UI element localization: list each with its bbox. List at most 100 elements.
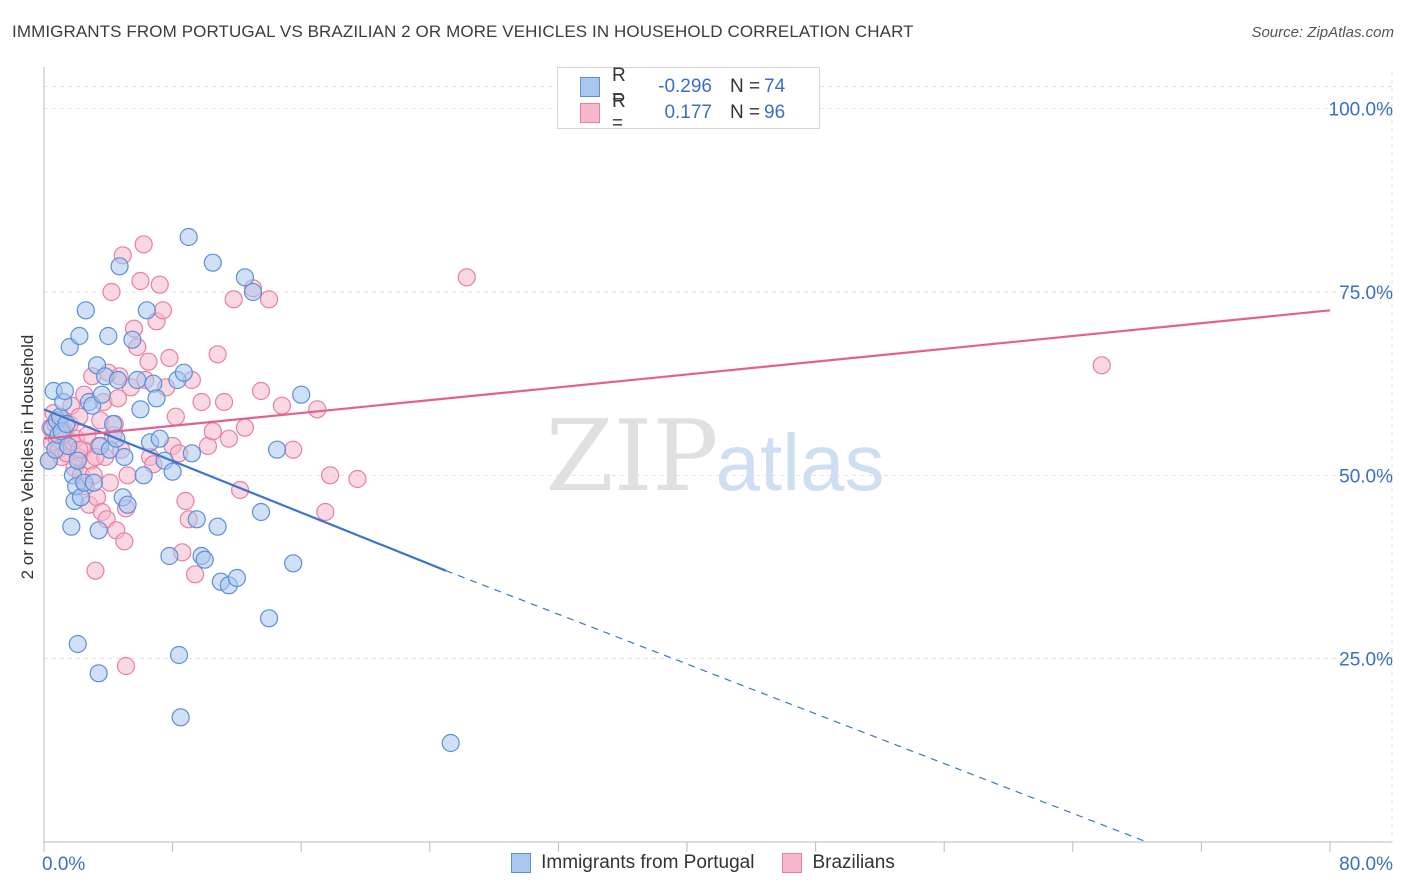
y-axis-label: 2 or more Vehicles in Household: [18, 335, 37, 580]
brazilians-point: [134, 235, 153, 254]
legend-row-portugal: R = -0.296 N = 74: [580, 65, 786, 108]
x-tick-label: 0.0%: [42, 854, 85, 875]
portugal-point: [118, 495, 137, 514]
brazilians-point: [102, 282, 121, 302]
legend-item-brazilians: Brazilians: [782, 852, 895, 874]
legend-swatch-brazilians: [782, 853, 803, 873]
portugal-point: [284, 554, 303, 573]
legend-label-brazilians: Brazilians: [812, 852, 895, 873]
brazilians-point: [160, 348, 179, 368]
portugal-point: [137, 301, 156, 320]
brazilians-point: [1092, 356, 1111, 375]
legend-r-label: R =: [612, 91, 626, 134]
portugal-point: [171, 708, 190, 727]
brazilians-trend-line: [43, 309, 1331, 440]
brazilians-point: [251, 381, 271, 401]
portugal-point: [163, 462, 182, 481]
portugal-point: [123, 330, 142, 349]
portugal-point: [70, 326, 89, 346]
legend-r-value: -0.296: [658, 76, 712, 97]
legend-r-label: R =: [612, 65, 626, 108]
portugal-point: [68, 451, 87, 470]
portugal-point: [108, 370, 128, 390]
portugal-trend-extension: [445, 570, 1147, 843]
portugal-point: [55, 381, 74, 401]
brazilians-point: [192, 392, 211, 412]
portugal-point: [59, 436, 78, 456]
brazilians-point: [116, 656, 136, 676]
legend-n-value: 74: [764, 76, 786, 97]
portugal-point: [144, 374, 163, 393]
portugal-point: [169, 645, 189, 665]
portugal-point: [76, 301, 95, 320]
brazilians-point: [219, 429, 238, 448]
brazilians-point: [203, 422, 222, 441]
portugal-point: [251, 502, 271, 522]
portugal-point: [150, 429, 169, 448]
x-tick-label: 80.0%: [1339, 854, 1393, 875]
portugal-point: [292, 385, 311, 404]
legend-row-brazilians: R = 0.177 N = 96: [580, 91, 786, 134]
legend-n-label: N =: [730, 102, 761, 123]
legend-r-value: 0.177: [664, 102, 712, 123]
portugal-point: [84, 473, 103, 492]
brazilians-point: [176, 491, 195, 511]
brazilians-point: [316, 502, 335, 522]
y-tick-label: 100.0%: [1329, 100, 1394, 121]
legend-swatch-brazilians: [580, 103, 600, 123]
y-tick-label: 75.0%: [1339, 283, 1393, 304]
source-label: Source: ZipAtlas.com: [1251, 24, 1394, 41]
brazilians-point: [118, 466, 137, 485]
portugal-point: [208, 517, 227, 536]
legend-swatch-portugal: [580, 77, 600, 97]
portugal-point: [187, 510, 206, 529]
portugal-point: [115, 447, 134, 467]
portugal-point: [179, 227, 198, 247]
brazilians-point: [150, 275, 169, 294]
brazilians-point: [86, 561, 105, 580]
chart-title: IMMIGRANTS FROM PORTUGAL VS BRAZILIAN 2 …: [12, 22, 914, 41]
portugal-point: [160, 546, 179, 566]
brazilians-point: [348, 469, 367, 489]
legend-n-value: 96: [764, 102, 786, 123]
watermark-zip: ZIP: [546, 400, 719, 514]
brazilians-point: [131, 271, 150, 291]
portugal-point: [243, 282, 263, 302]
brazilians-point: [259, 290, 279, 309]
portugal-point: [99, 326, 118, 346]
portugal-point: [131, 400, 150, 419]
brazilians-point: [235, 418, 255, 437]
brazilians-point: [308, 400, 327, 419]
portugal-trend-line: [43, 408, 447, 572]
brazilians-point: [166, 407, 185, 426]
series-legend: Immigrants from Portugal Brazilians: [0, 852, 1406, 874]
legend-n-label: N =: [730, 76, 761, 97]
y-tick-label: 25.0%: [1339, 650, 1393, 671]
portugal-point: [203, 253, 222, 272]
portugal-point: [267, 440, 287, 459]
portugal-point: [147, 389, 166, 408]
brazilians-point: [100, 473, 120, 492]
portugal-point: [174, 363, 193, 382]
legend-label-portugal: Immigrants from Portugal: [541, 852, 755, 873]
brazilians-point: [224, 290, 243, 309]
portugal-point: [134, 466, 153, 485]
portugal-point: [195, 550, 214, 569]
portugal-point: [89, 521, 108, 540]
legend-item-portugal: Immigrants from Portugal: [511, 852, 754, 874]
brazilians-point: [457, 268, 476, 287]
portugal-point: [92, 385, 111, 404]
portugal-point: [104, 414, 123, 434]
portugal-point: [259, 609, 279, 628]
y-tick-label: 50.0%: [1339, 466, 1393, 487]
brazilians-point: [153, 301, 173, 320]
portugal-point: [68, 634, 87, 654]
brazilians-point: [186, 565, 205, 584]
portugal-point: [227, 568, 246, 588]
watermark-atlas: atlas: [716, 418, 885, 507]
portugal-point: [71, 488, 91, 507]
portugal-point: [235, 268, 255, 287]
legend-swatch-portugal: [511, 853, 532, 873]
portugal-point: [62, 517, 81, 536]
